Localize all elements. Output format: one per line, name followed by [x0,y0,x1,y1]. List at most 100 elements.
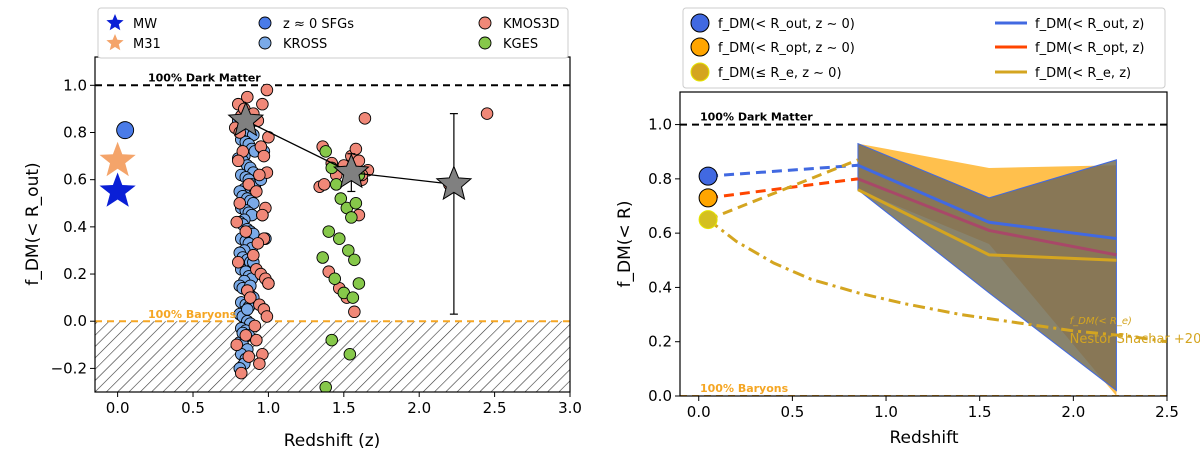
right-ytick-label: 0.2 [648,333,672,351]
kmos3d-point [250,333,263,347]
kmos3d-point [256,97,269,111]
right-chart: 0.0 0.5 1.0 1.5 2.0 2.5 0.0 0.2 0.4 0.6 0.8 1.0 100… [615,7,1200,448]
left-ytick-label: 0.2 [63,265,87,283]
kges-point [322,225,335,238]
left-ylabel: f_DM(< R_out) [23,162,43,285]
right-legend-label-4: f_DM(≤ R_e, z ∼ 0) [718,66,842,81]
baryons-label-right: 100% Baryons [700,382,789,395]
right-legend [682,7,1166,89]
model-annotation-line1: f_DM(< R_e) [1070,316,1132,327]
left-ytick-label: 0.4 [63,218,87,236]
series-line-0 [857,163,1117,241]
right-ytick-label: 1.0 [648,116,672,134]
right-legend-label-0: f_DM(< R_out, z ∼ 0) [718,17,855,32]
median-star [227,101,265,137]
legend-marker-0 [106,14,124,31]
dark-matter-label: 100% Dark Matter [148,71,261,84]
right-legend-marker-4 [690,62,710,82]
legend-label-3: M31 [133,37,161,52]
kmos3d-point [348,305,361,319]
legend-label-1: z ≈ 0 SFGs [283,17,354,32]
model-annotation-line2: Nestor Shachar +2023 [1070,332,1200,347]
z0-point-ropt [698,188,718,208]
kges-point [345,211,358,224]
left-chart: 0.0 0.5 1.0 1.5 2.0 2.5 3.0 −0.2 0.0 0.2 0.4 0.6 0.8… [23,7,582,451]
kmos3d-point [262,277,275,290]
kmos3d-point [230,338,243,352]
kmos3d-point [247,248,260,262]
left-ytick-label: 0.6 [63,171,87,189]
kmos3d-point [358,112,372,125]
left-legend [97,7,569,59]
left-xtick-label: 0.5 [181,399,205,417]
legend-label-2: KMOS3D [503,17,560,32]
baryon-hatch-region [95,321,570,392]
kmos3d-point [230,215,243,229]
kmos3d-point [260,310,274,323]
left-ytick-label: 0.0 [63,312,87,330]
baryons-label: 100% Baryons [148,308,237,321]
kges-point [333,232,346,245]
median-star [332,153,370,189]
kmos3d-point [256,208,269,222]
right-ytick-label: 0.0 [648,387,672,405]
kmos3d-point [480,107,494,120]
kges-point [319,381,332,392]
right-xtick-label: 2.0 [1061,403,1085,421]
legend-marker-5 [478,36,492,50]
model-curve [707,218,1167,344]
right-ytick-label: 0.6 [648,224,672,242]
kges-point [346,291,360,304]
left-xtick-label: 2.0 [407,399,431,417]
kmos3d-point [349,142,363,156]
dashed-link-1 [707,177,859,200]
z0-point-rout [698,166,718,186]
kmos3d-point [232,154,245,168]
left-xtick-label: 2.5 [483,399,507,417]
right-xtick-label: 1.5 [968,403,992,421]
z0-point-re [698,210,718,230]
right-xtick-label: 1.0 [874,403,898,421]
kmos3d-point [232,255,245,269]
left-ytick-label: −0.2 [51,359,87,377]
kges-point [334,192,348,205]
legend-label-5: KGES [503,37,538,52]
series-line-1 [857,177,1117,257]
right-legend-label-1: f_DM(< R_out, z) [1035,17,1144,32]
kmos3d-point [260,83,274,97]
kmos3d-point [248,319,262,333]
kmos3d-point [253,168,266,182]
kges-point [348,253,361,267]
kges-point [352,277,366,290]
kmos3d-point [239,329,253,342]
right-ytick-label: 0.8 [648,170,672,188]
right-legend-marker-0 [690,13,710,33]
kmos3d-point [244,291,257,304]
kges-point [325,333,338,347]
legend-marker-4 [258,36,272,50]
dashed-link-0 [707,163,859,178]
legend-label-4: KROSS [283,37,327,52]
kmos3d-point [241,90,254,104]
left-xtick-label: 3.0 [558,399,582,417]
sfg-point [116,121,135,140]
series-line-2 [857,188,1117,262]
right-plot-frame [679,91,1168,397]
left-ytick-label: 1.0 [63,76,87,94]
kmos3d-point [242,350,256,363]
kmos3d-point [257,149,271,163]
left-xtick-label: 1.0 [256,399,280,417]
kross-point [241,303,254,316]
kmos3d-point [253,357,266,370]
kmos3d-point [251,237,265,250]
left-ytick-label: 0.8 [63,123,87,141]
kmos3d-point [317,178,331,191]
kges-point [343,348,357,361]
dashed-link-2 [707,158,859,221]
right-xtick-label: 0.5 [780,403,804,421]
left-xtick-label: 0.0 [106,399,130,417]
legend-marker-2 [478,16,492,30]
left-xtick-label: 1.5 [332,399,356,417]
right-xlabel: Redshift [889,428,958,448]
